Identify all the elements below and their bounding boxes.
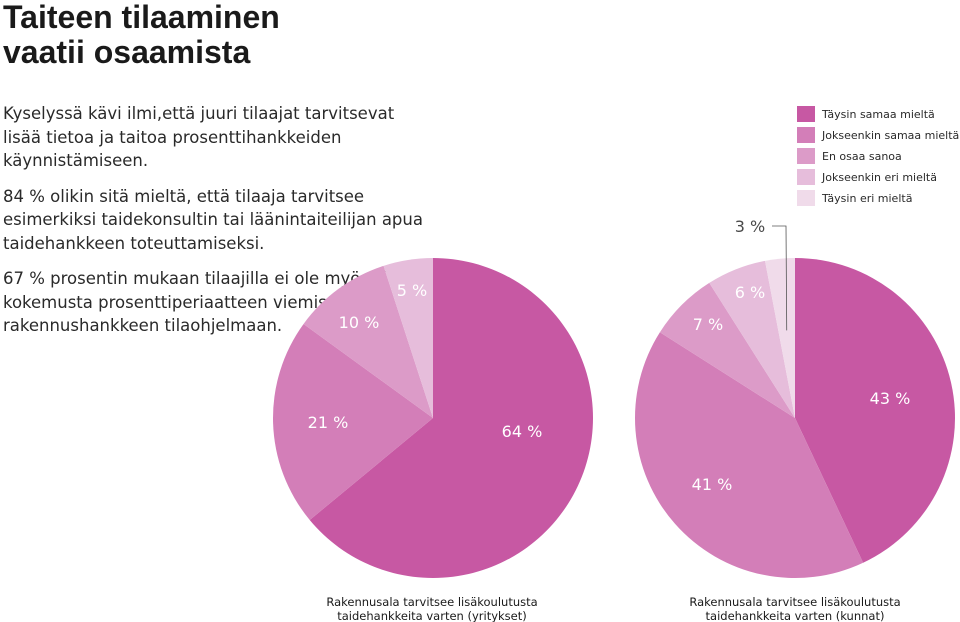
pie-slice-1-3	[303, 265, 433, 418]
legend-swatch-3	[797, 148, 815, 164]
intro-text: Kyselyssä kävi ilmi,että juuri tilaajat …	[3, 102, 433, 350]
slice-label-1-4: 5 %	[397, 281, 427, 300]
caption-municipalities-line2: taidehankkeita varten (kunnat)	[706, 609, 885, 622]
caption-companies-line1: Rakennusala tarvitsee lisäkoulutusta	[326, 595, 537, 609]
slice-label-2-3: 7 %	[693, 315, 723, 334]
legend-swatch-1	[797, 106, 815, 122]
slice-label-2-5: 3 %	[735, 217, 765, 236]
intro-paragraph-1: Kyselyssä kävi ilmi,että juuri tilaajat …	[3, 104, 395, 170]
pie-chart-companies: 64 % 21 % 10 % 5 %	[273, 258, 593, 578]
legend-swatch-2	[797, 127, 815, 143]
page-title-line2: vaatii osaamista	[3, 34, 251, 70]
slice-label-2-2: 41 %	[692, 475, 733, 494]
pie-slice-1-1	[309, 258, 593, 578]
intro-paragraph-3: 67 % prosentin mukaan tilaajilla ei ole …	[3, 269, 409, 335]
caption-municipalities-line1: Rakennusala tarvitsee lisäkoulutusta	[689, 595, 900, 609]
slice-label-2-4: 6 %	[735, 283, 765, 302]
chart-legend: Täysin samaa mieltä Jokseenkin samaa miel…	[797, 106, 959, 206]
pie-slice-2-3	[659, 282, 795, 418]
pie-slice-1-4	[383, 258, 433, 418]
slice-label-2-1: 43 %	[870, 389, 911, 408]
legend-swatch-4	[797, 169, 815, 185]
pie-chart-municipalities: 43 % 41 % 7 % 6 % 3 %	[635, 217, 955, 578]
slice-label-1-2: 21 %	[308, 413, 349, 432]
pie-slice-1-2	[273, 323, 433, 520]
legend-label-5: Täysin eri mieltä	[821, 192, 912, 205]
pie-slice-2-5	[765, 258, 795, 418]
pie-slice-2-2	[635, 332, 864, 578]
caption-companies-line2: taidehankkeita varten (yritykset)	[337, 609, 527, 622]
legend-label-1: Täysin samaa mieltä	[821, 108, 935, 121]
intro-paragraph-2: 84 % olikin sitä mieltä, että tilaaja ta…	[3, 186, 423, 253]
legend-swatch-5	[797, 190, 815, 206]
legend-label-3: En osaa sanoa	[822, 150, 902, 163]
page-title-line1: Taiteen tilaaminen	[3, 0, 280, 35]
pie-slice-2-4	[709, 260, 795, 418]
leader-line-2-5	[772, 225, 788, 331]
slice-label-1-1: 64 %	[502, 422, 543, 441]
legend-label-4: Jokseenkin eri mieltä	[821, 171, 937, 184]
legend-label-2: Jokseenkin samaa mieltä	[821, 129, 959, 142]
page-title: Taiteen tilaaminen vaatii osaamista	[3, 0, 423, 70]
slice-label-1-3: 10 %	[339, 313, 380, 332]
pie-slice-2-1	[795, 258, 955, 563]
